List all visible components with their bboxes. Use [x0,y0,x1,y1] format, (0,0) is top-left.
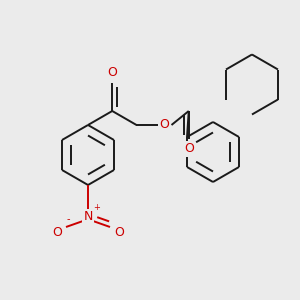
Text: O: O [114,226,124,239]
Text: N: N [83,211,93,224]
Text: +: + [94,203,100,212]
Text: O: O [52,226,62,239]
Text: O: O [160,118,170,131]
Text: O: O [184,142,194,155]
Text: O: O [107,67,117,80]
Text: -: - [66,214,70,224]
